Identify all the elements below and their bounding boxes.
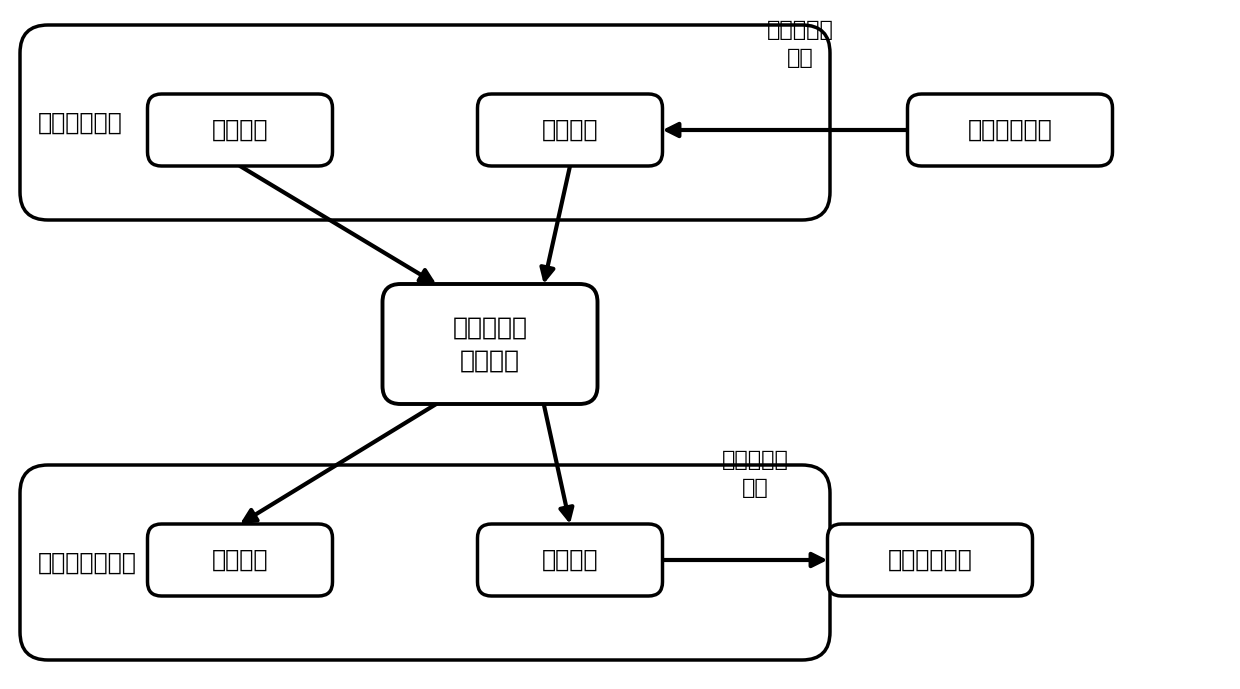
Text: 多尺度卷积
神经网络: 多尺度卷积 神经网络 [453,316,527,373]
FancyBboxPatch shape [477,94,662,166]
Text: 反双曲正切
函数: 反双曲正切 函数 [766,20,833,68]
Text: 振动信号: 振动信号 [212,548,268,572]
Text: 待预测滚动轴承: 待预测滚动轴承 [38,551,136,575]
Text: 健康指标: 健康指标 [542,548,598,572]
FancyBboxPatch shape [827,524,1033,596]
Text: 振动信号: 振动信号 [212,118,268,142]
FancyBboxPatch shape [382,284,598,404]
FancyBboxPatch shape [148,94,332,166]
FancyBboxPatch shape [477,524,662,596]
Text: 轴承剩余寿命: 轴承剩余寿命 [888,548,972,572]
FancyBboxPatch shape [908,94,1112,166]
FancyBboxPatch shape [148,524,332,596]
Text: 加速退化实验: 加速退化实验 [38,110,123,134]
Text: 轴承剩余寿命: 轴承剩余寿命 [967,118,1053,142]
Text: 反双曲正切
函数: 反双曲正切 函数 [722,450,789,498]
Text: 健康指标: 健康指标 [542,118,598,142]
